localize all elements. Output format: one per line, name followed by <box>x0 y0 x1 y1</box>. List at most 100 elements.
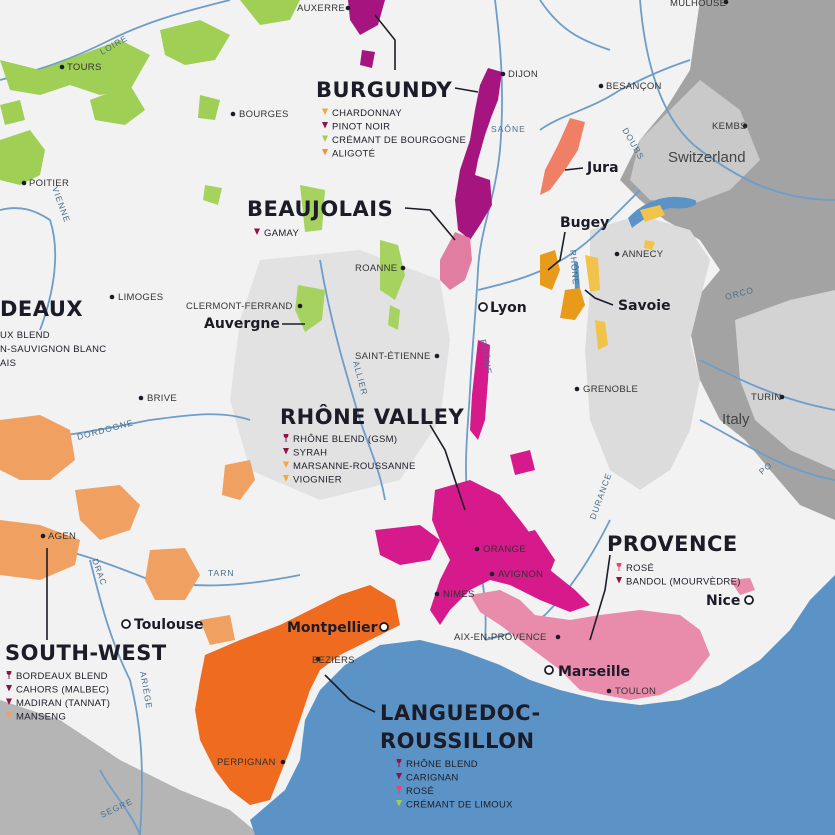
river-rhone-upper: RHÔNE <box>568 249 581 285</box>
mediterranean-sea <box>250 575 835 835</box>
bordeaux-grape-3: AIS <box>0 358 16 369</box>
grape-icon <box>396 800 402 807</box>
southwest-vineyards <box>0 415 255 645</box>
grape-label-languedoc: CARIGNAN <box>406 773 459 784</box>
grape-icon <box>396 773 402 780</box>
region-label-auvergne: Auvergne <box>204 316 280 332</box>
city-dijon: DIJON <box>508 69 538 80</box>
region-label-jura: Jura <box>586 160 619 176</box>
city-besancon: BESANÇON <box>606 81 662 92</box>
bugey-vineyards <box>540 250 560 290</box>
city-kembs: KEMBS <box>712 121 747 132</box>
grape-label-rhone: SYRAH <box>293 448 327 459</box>
swiss-plateau <box>630 80 760 205</box>
grape-label-provence: BANDOL (MOURVÈDRE) <box>626 577 741 588</box>
glass-icon <box>283 434 289 442</box>
grape-icon <box>254 228 260 235</box>
grape-icon <box>6 712 12 719</box>
city-beziers: BEZIERS <box>312 655 355 666</box>
country-switzerland: Switzerland <box>668 149 746 166</box>
grape-label-burgundy: PINOT NOIR <box>332 122 390 133</box>
grape-label-languedoc: CRÉMANT DE LIMOUX <box>406 800 513 811</box>
lake-geneva <box>628 196 697 228</box>
region-title-bordeaux: DEAUX <box>0 297 83 321</box>
major-cities: Lyon Toulouse Montpellier Marseille Nice <box>121 300 754 680</box>
grape-label-burgundy: ALIGOTÉ <box>332 149 375 160</box>
city-limoges: LIMOGES <box>118 292 163 303</box>
grape-label-rhone: MARSANNE-ROUSSANNE <box>293 461 416 472</box>
rhone-vineyards <box>375 340 590 625</box>
region-title-provence: PROVENCE <box>607 532 738 556</box>
region-title-languedoc-2: ROUSSILLON <box>380 729 535 753</box>
region-title-languedoc-1: LANGUEDOC- <box>380 701 541 725</box>
city-brive: BRIVE <box>147 393 177 404</box>
city-perpignan: PERPIGNAN <box>217 757 276 768</box>
grape-label-southwest: MADIRAN (TANNAT) <box>16 698 110 709</box>
city-agen: AGEN <box>48 531 76 542</box>
alps-foothills <box>585 215 710 490</box>
grape-icon <box>322 149 328 156</box>
savoie-orange <box>560 288 585 320</box>
city-annecy: ANNECY <box>622 249 664 260</box>
grape-label-provence: ROSÉ <box>626 563 654 574</box>
region-label-savoie: Savoie <box>618 298 671 314</box>
glass-icon <box>616 563 622 571</box>
city-aix: AIX-EN-PROVENCE <box>454 632 547 643</box>
pyrenees <box>0 700 260 835</box>
bordeaux-grape-2: N-SAUVIGNON BLANC <box>0 344 106 355</box>
river-tarn: TARN <box>208 568 235 578</box>
city-tours: TOURS <box>67 62 102 73</box>
region-label-bugey: Bugey <box>560 215 609 231</box>
grape-label-southwest: MANSENG <box>16 712 66 723</box>
loire-vineyards <box>0 0 300 185</box>
grape-icon <box>6 685 12 692</box>
burgundy-vineyards <box>348 0 502 240</box>
italy-plain <box>735 290 835 470</box>
grape-icon <box>283 475 289 482</box>
city-orange: ORANGE <box>483 544 526 555</box>
city-roanne: ROANNE <box>355 263 397 274</box>
glass-icon <box>6 671 12 679</box>
grape-label-burgundy: CRÉMANT DE BOURGOGNE <box>332 135 466 146</box>
grape-label-southwest: BORDEAUX BLEND <box>16 671 108 682</box>
jura-vineyards <box>540 118 585 195</box>
grape-label-beaujolais: GAMAY <box>264 228 299 239</box>
city-turin: TURIN <box>751 392 782 403</box>
grape-icon <box>322 108 328 115</box>
grape-label-rhone: VIOGNIER <box>293 475 342 486</box>
region-title-burgundy: BURGUNDY <box>316 78 452 102</box>
city-lyon: Lyon <box>490 300 527 316</box>
grape-label-burgundy: CHARDONNAY <box>332 108 402 119</box>
grape-label-rhone: RHÔNE BLEND (GSM) <box>293 434 397 445</box>
grape-label-languedoc: RHÔNE BLEND <box>406 759 478 770</box>
savoie-vineyards <box>585 205 665 350</box>
river-saone: SAÔNE <box>491 124 526 134</box>
grape-icon <box>6 698 12 705</box>
leader-lines <box>46 14 614 713</box>
country-italy: Italy <box>722 411 750 428</box>
grape-icon <box>616 577 622 584</box>
city-marseille: Marseille <box>558 664 630 680</box>
grape-icon <box>283 461 289 468</box>
region-title-rhone: RHÔNE VALLEY <box>280 404 465 429</box>
grape-label-languedoc: ROSÉ <box>406 786 434 797</box>
auvergne-vineyards <box>203 185 405 332</box>
city-nice: Nice <box>706 593 740 609</box>
beaujolais-vineyards <box>440 232 472 290</box>
grape-lists: CHARDONNAY PINOT NOIR CRÉMANT DE BOURGOGNE… <box>6 108 741 811</box>
city-toulon: TOULON <box>615 686 656 697</box>
region-title-beaujolais: BEAUJOLAIS <box>247 197 393 221</box>
glass-icon <box>396 786 402 794</box>
grape-icon <box>283 448 289 455</box>
lake-bourget <box>574 262 580 290</box>
city-grenoble: GRENOBLE <box>583 384 638 395</box>
bordeaux-grape-1: UX BLEND <box>0 330 50 341</box>
city-mulhouse: MULHOUSE <box>670 0 726 9</box>
city-saint-etienne: SAINT-ÉTIENNE <box>355 351 431 362</box>
city-bourges: BOURGES <box>239 109 289 120</box>
provence-vineyards <box>470 578 755 700</box>
languedoc-vineyards <box>195 585 400 805</box>
city-toulouse: Toulouse <box>134 617 204 633</box>
city-nimes: NIMES <box>443 589 475 600</box>
city-labels: AUXERRE MULHOUSE TOURS DIJON BESANÇON BO… <box>21 0 785 768</box>
